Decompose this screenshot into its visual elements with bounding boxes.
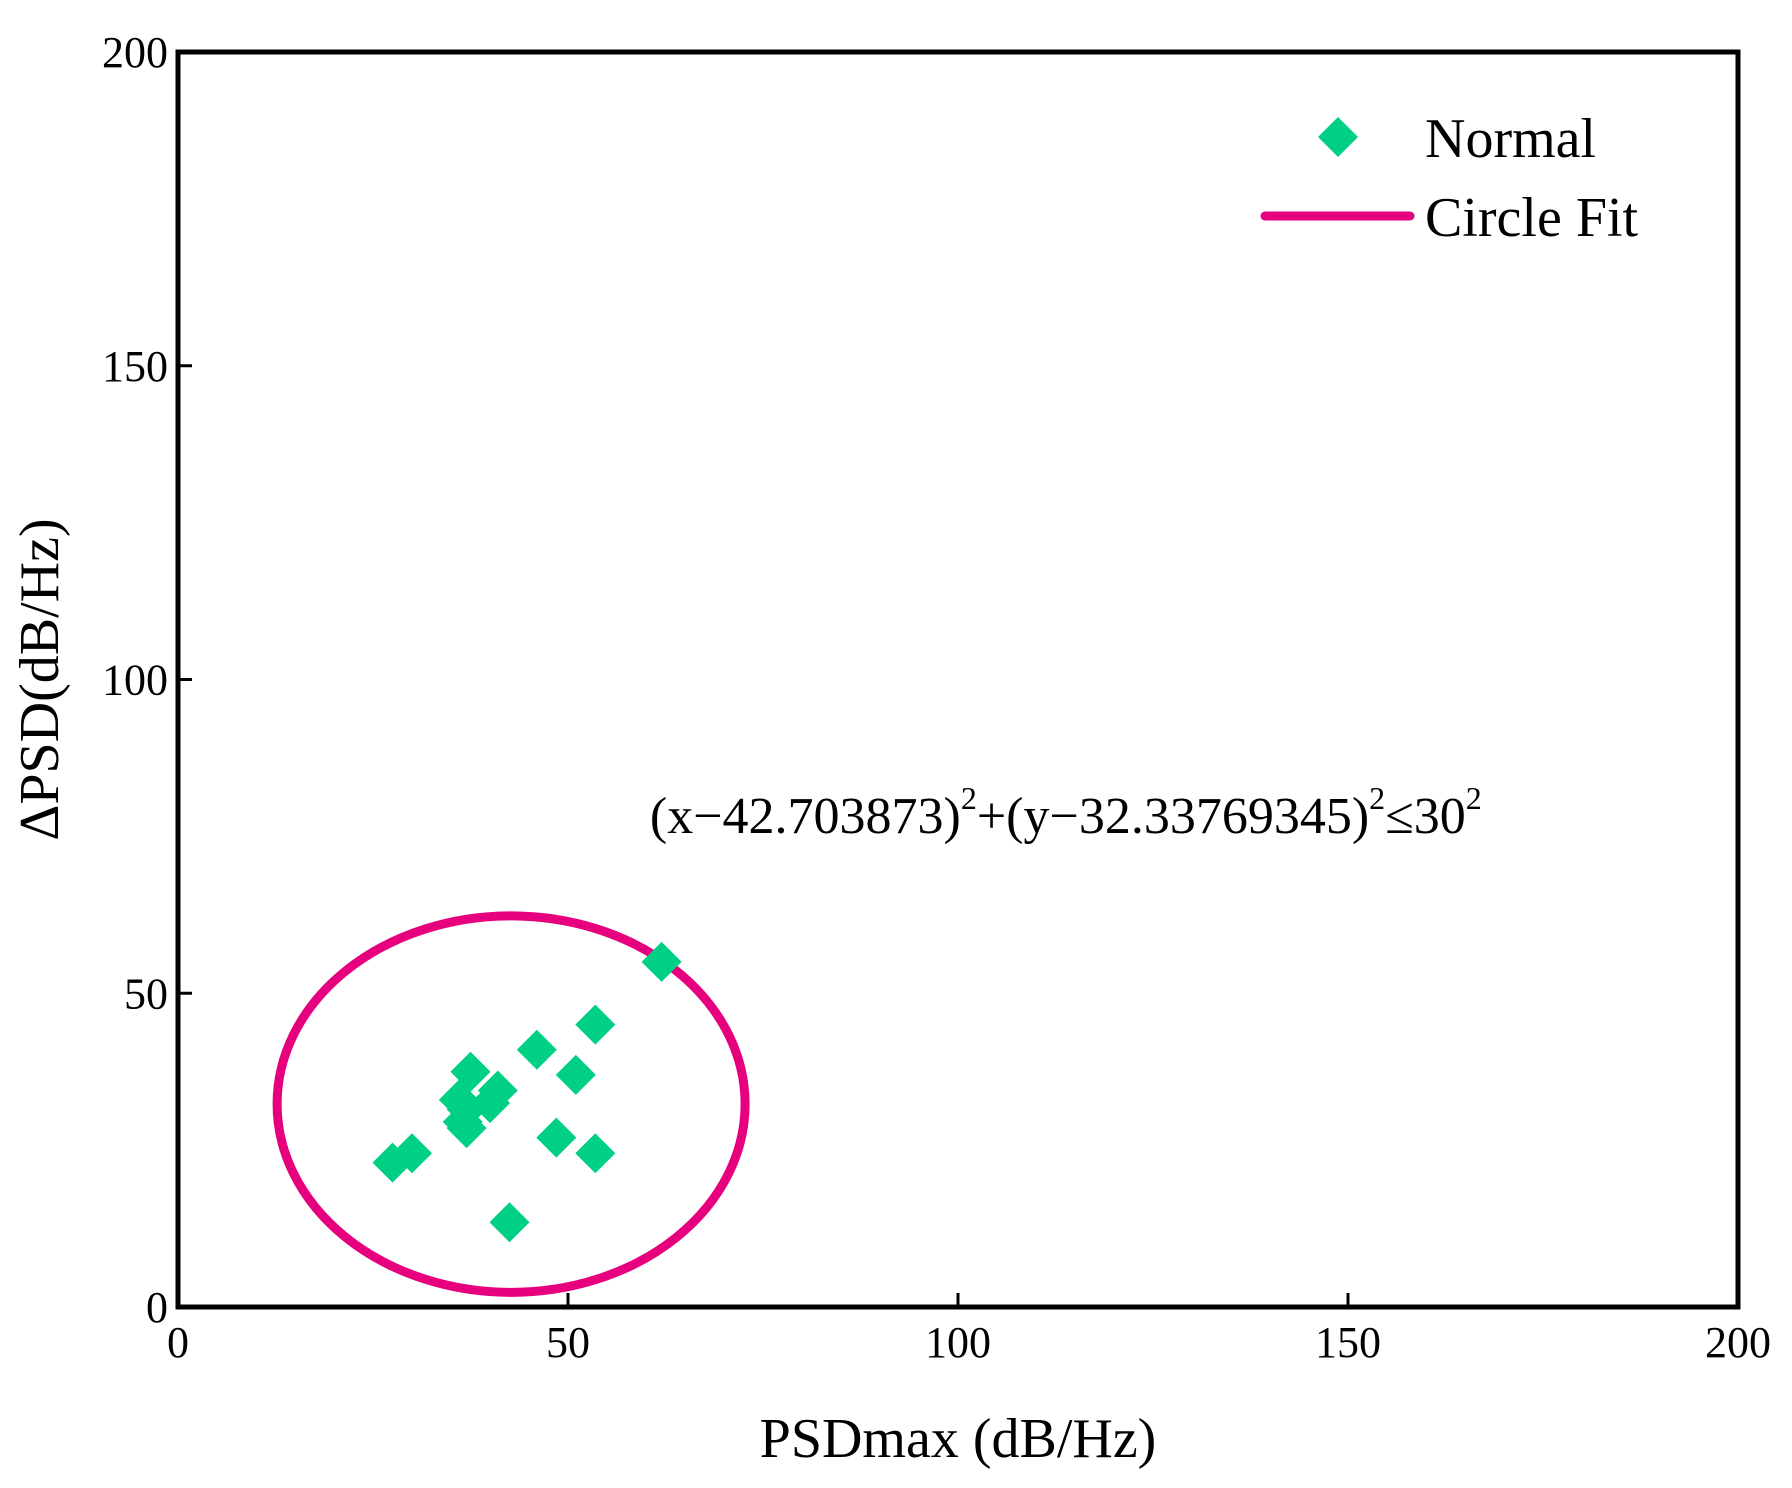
- x-tick-label: 200: [1705, 1318, 1771, 1367]
- data-point: [536, 1117, 577, 1158]
- circle-equation-annotation: (x−42.703873)2+(y−32.33769345)2≤302: [650, 780, 1482, 845]
- legend-circle-fit-label: Circle Fit: [1425, 187, 1639, 249]
- legend-normal-marker: [1318, 117, 1358, 157]
- y-tick-label: 0: [146, 1283, 168, 1332]
- data-point: [446, 1108, 487, 1149]
- data-point: [555, 1054, 596, 1095]
- x-axis-title: PSDmax (dB/Hz): [760, 1408, 1157, 1470]
- equation-part-2: +(y−32.33769345): [977, 788, 1369, 845]
- equation-part-3: ≤30: [1385, 788, 1466, 845]
- data-point: [489, 1202, 530, 1243]
- data-point: [450, 1051, 491, 1092]
- equation-exponent-3: 2: [1466, 780, 1482, 816]
- x-tick-label: 50: [546, 1318, 590, 1367]
- equation-part-1: (x−42.703873): [650, 788, 961, 845]
- axis-ticks: 0 50 100 150 200 0 50 100 150 200: [102, 28, 1771, 1367]
- x-tick-label: 100: [925, 1318, 991, 1367]
- equation-exponent-2: 2: [1369, 780, 1385, 816]
- data-point: [641, 941, 682, 982]
- legend-normal-label: Normal: [1425, 108, 1596, 170]
- circle-fit-layer: [272, 911, 750, 1297]
- y-axis-title: ΔPSD(dB/Hz): [9, 518, 71, 840]
- y-tick-label: 100: [102, 656, 168, 705]
- x-tick-label: 150: [1315, 1318, 1381, 1367]
- circle-fit-curve: [272, 911, 750, 1297]
- data-point: [392, 1133, 432, 1174]
- y-tick-label: 200: [102, 28, 168, 77]
- equation-exponent-1: 2: [961, 780, 977, 816]
- data-point: [575, 1004, 616, 1045]
- data-points: [372, 941, 682, 1243]
- data-point: [477, 1070, 518, 1111]
- data-point: [575, 1133, 616, 1174]
- x-tick-label: 0: [167, 1318, 189, 1367]
- data-point: [516, 1029, 557, 1070]
- legend: Normal Circle Fit: [1260, 108, 1639, 249]
- y-tick-label: 50: [124, 969, 168, 1018]
- y-tick-label: 150: [102, 342, 168, 391]
- plot-frame: [175, 49, 1741, 1310]
